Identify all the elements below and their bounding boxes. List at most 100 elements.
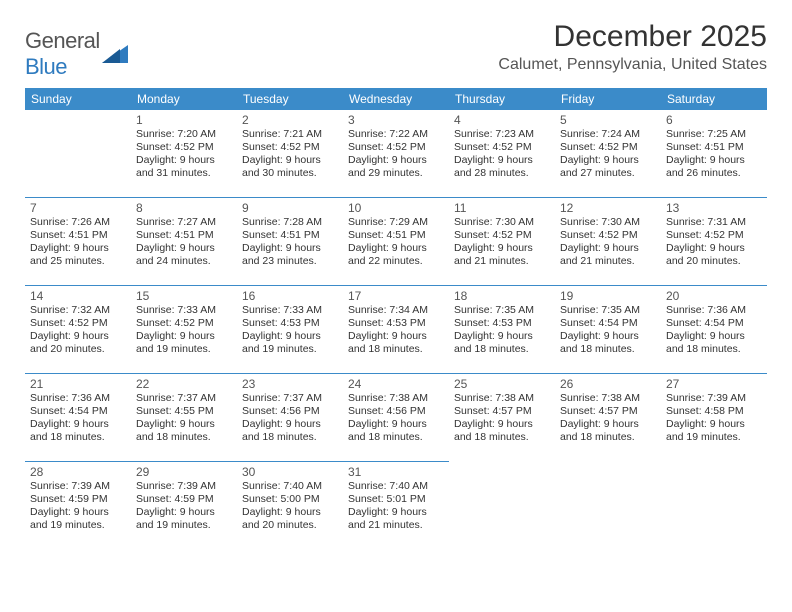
- day-number: 22: [136, 377, 232, 391]
- day-number: 2: [242, 113, 338, 127]
- calendar-cell: [25, 110, 131, 198]
- sun-info: Sunrise: 7:23 AMSunset: 4:52 PMDaylight:…: [454, 128, 550, 181]
- calendar-cell: 11Sunrise: 7:30 AMSunset: 4:52 PMDayligh…: [449, 198, 555, 286]
- day-number: 30: [242, 465, 338, 479]
- day-number: 17: [348, 289, 444, 303]
- day-header: Sunday: [25, 88, 131, 110]
- sun-info: Sunrise: 7:38 AMSunset: 4:56 PMDaylight:…: [348, 392, 444, 445]
- day-number: 26: [560, 377, 656, 391]
- day-header: Friday: [555, 88, 661, 110]
- title-block: December 2025 Calumet, Pennsylvania, Uni…: [498, 20, 767, 74]
- sun-info: Sunrise: 7:33 AMSunset: 4:53 PMDaylight:…: [242, 304, 338, 357]
- day-header: Wednesday: [343, 88, 449, 110]
- calendar-cell: 31Sunrise: 7:40 AMSunset: 5:01 PMDayligh…: [343, 462, 449, 550]
- calendar-cell: 26Sunrise: 7:38 AMSunset: 4:57 PMDayligh…: [555, 374, 661, 462]
- day-number: 7: [30, 201, 126, 215]
- calendar-row: 21Sunrise: 7:36 AMSunset: 4:54 PMDayligh…: [25, 374, 767, 462]
- calendar-header-row: SundayMondayTuesdayWednesdayThursdayFrid…: [25, 88, 767, 110]
- sun-info: Sunrise: 7:32 AMSunset: 4:52 PMDaylight:…: [30, 304, 126, 357]
- day-number: 31: [348, 465, 444, 479]
- calendar-cell: 25Sunrise: 7:38 AMSunset: 4:57 PMDayligh…: [449, 374, 555, 462]
- day-number: 15: [136, 289, 232, 303]
- day-number: 20: [666, 289, 762, 303]
- day-number: 14: [30, 289, 126, 303]
- sun-info: Sunrise: 7:24 AMSunset: 4:52 PMDaylight:…: [560, 128, 656, 181]
- calendar-cell: [661, 462, 767, 550]
- calendar-cell: 22Sunrise: 7:37 AMSunset: 4:55 PMDayligh…: [131, 374, 237, 462]
- day-number: 13: [666, 201, 762, 215]
- sun-info: Sunrise: 7:36 AMSunset: 4:54 PMDaylight:…: [30, 392, 126, 445]
- logo-blue: Blue: [25, 54, 67, 79]
- logo-text: General Blue: [25, 28, 100, 80]
- day-header: Saturday: [661, 88, 767, 110]
- calendar-cell: 6Sunrise: 7:25 AMSunset: 4:51 PMDaylight…: [661, 110, 767, 198]
- calendar-cell: 13Sunrise: 7:31 AMSunset: 4:52 PMDayligh…: [661, 198, 767, 286]
- calendar-cell: 9Sunrise: 7:28 AMSunset: 4:51 PMDaylight…: [237, 198, 343, 286]
- sun-info: Sunrise: 7:37 AMSunset: 4:55 PMDaylight:…: [136, 392, 232, 445]
- day-number: 24: [348, 377, 444, 391]
- day-number: 5: [560, 113, 656, 127]
- sun-info: Sunrise: 7:20 AMSunset: 4:52 PMDaylight:…: [136, 128, 232, 181]
- calendar-cell: 21Sunrise: 7:36 AMSunset: 4:54 PMDayligh…: [25, 374, 131, 462]
- sun-info: Sunrise: 7:28 AMSunset: 4:51 PMDaylight:…: [242, 216, 338, 269]
- sun-info: Sunrise: 7:33 AMSunset: 4:52 PMDaylight:…: [136, 304, 232, 357]
- day-number: 4: [454, 113, 550, 127]
- sun-info: Sunrise: 7:35 AMSunset: 4:54 PMDaylight:…: [560, 304, 656, 357]
- day-number: 29: [136, 465, 232, 479]
- calendar-cell: 28Sunrise: 7:39 AMSunset: 4:59 PMDayligh…: [25, 462, 131, 550]
- logo-general: General: [25, 28, 100, 53]
- day-number: 9: [242, 201, 338, 215]
- calendar-cell: 1Sunrise: 7:20 AMSunset: 4:52 PMDaylight…: [131, 110, 237, 198]
- day-header: Tuesday: [237, 88, 343, 110]
- header: General Blue December 2025 Calumet, Penn…: [25, 20, 767, 80]
- sun-info: Sunrise: 7:35 AMSunset: 4:53 PMDaylight:…: [454, 304, 550, 357]
- location: Calumet, Pennsylvania, United States: [498, 56, 767, 74]
- calendar-cell: 4Sunrise: 7:23 AMSunset: 4:52 PMDaylight…: [449, 110, 555, 198]
- day-header: Monday: [131, 88, 237, 110]
- sun-info: Sunrise: 7:25 AMSunset: 4:51 PMDaylight:…: [666, 128, 762, 181]
- sun-info: Sunrise: 7:40 AMSunset: 5:01 PMDaylight:…: [348, 480, 444, 533]
- sun-info: Sunrise: 7:22 AMSunset: 4:52 PMDaylight:…: [348, 128, 444, 181]
- day-number: 8: [136, 201, 232, 215]
- sun-info: Sunrise: 7:30 AMSunset: 4:52 PMDaylight:…: [454, 216, 550, 269]
- sun-info: Sunrise: 7:38 AMSunset: 4:57 PMDaylight:…: [560, 392, 656, 445]
- calendar-row: 1Sunrise: 7:20 AMSunset: 4:52 PMDaylight…: [25, 110, 767, 198]
- day-number: 16: [242, 289, 338, 303]
- day-number: 25: [454, 377, 550, 391]
- sun-info: Sunrise: 7:38 AMSunset: 4:57 PMDaylight:…: [454, 392, 550, 445]
- calendar-cell: 18Sunrise: 7:35 AMSunset: 4:53 PMDayligh…: [449, 286, 555, 374]
- sun-info: Sunrise: 7:40 AMSunset: 5:00 PMDaylight:…: [242, 480, 338, 533]
- sun-info: Sunrise: 7:27 AMSunset: 4:51 PMDaylight:…: [136, 216, 232, 269]
- day-number: 12: [560, 201, 656, 215]
- calendar-cell: 17Sunrise: 7:34 AMSunset: 4:53 PMDayligh…: [343, 286, 449, 374]
- sun-info: Sunrise: 7:26 AMSunset: 4:51 PMDaylight:…: [30, 216, 126, 269]
- day-number: 21: [30, 377, 126, 391]
- calendar-cell: 30Sunrise: 7:40 AMSunset: 5:00 PMDayligh…: [237, 462, 343, 550]
- logo-triangle-icon: [102, 41, 128, 68]
- calendar-body: 1Sunrise: 7:20 AMSunset: 4:52 PMDaylight…: [25, 110, 767, 549]
- day-header: Thursday: [449, 88, 555, 110]
- calendar-cell: [555, 462, 661, 550]
- calendar-cell: 20Sunrise: 7:36 AMSunset: 4:54 PMDayligh…: [661, 286, 767, 374]
- calendar-cell: 7Sunrise: 7:26 AMSunset: 4:51 PMDaylight…: [25, 198, 131, 286]
- day-number: 10: [348, 201, 444, 215]
- calendar-cell: 12Sunrise: 7:30 AMSunset: 4:52 PMDayligh…: [555, 198, 661, 286]
- day-number: 1: [136, 113, 232, 127]
- day-number: 11: [454, 201, 550, 215]
- sun-info: Sunrise: 7:37 AMSunset: 4:56 PMDaylight:…: [242, 392, 338, 445]
- sun-info: Sunrise: 7:21 AMSunset: 4:52 PMDaylight:…: [242, 128, 338, 181]
- sun-info: Sunrise: 7:30 AMSunset: 4:52 PMDaylight:…: [560, 216, 656, 269]
- calendar-row: 28Sunrise: 7:39 AMSunset: 4:59 PMDayligh…: [25, 462, 767, 550]
- day-number: 23: [242, 377, 338, 391]
- sun-info: Sunrise: 7:39 AMSunset: 4:59 PMDaylight:…: [136, 480, 232, 533]
- calendar-cell: 23Sunrise: 7:37 AMSunset: 4:56 PMDayligh…: [237, 374, 343, 462]
- calendar-cell: 10Sunrise: 7:29 AMSunset: 4:51 PMDayligh…: [343, 198, 449, 286]
- sun-info: Sunrise: 7:31 AMSunset: 4:52 PMDaylight:…: [666, 216, 762, 269]
- sun-info: Sunrise: 7:34 AMSunset: 4:53 PMDaylight:…: [348, 304, 444, 357]
- day-number: 18: [454, 289, 550, 303]
- sun-info: Sunrise: 7:29 AMSunset: 4:51 PMDaylight:…: [348, 216, 444, 269]
- day-number: 3: [348, 113, 444, 127]
- month-title: December 2025: [498, 20, 767, 54]
- calendar-cell: 27Sunrise: 7:39 AMSunset: 4:58 PMDayligh…: [661, 374, 767, 462]
- day-number: 27: [666, 377, 762, 391]
